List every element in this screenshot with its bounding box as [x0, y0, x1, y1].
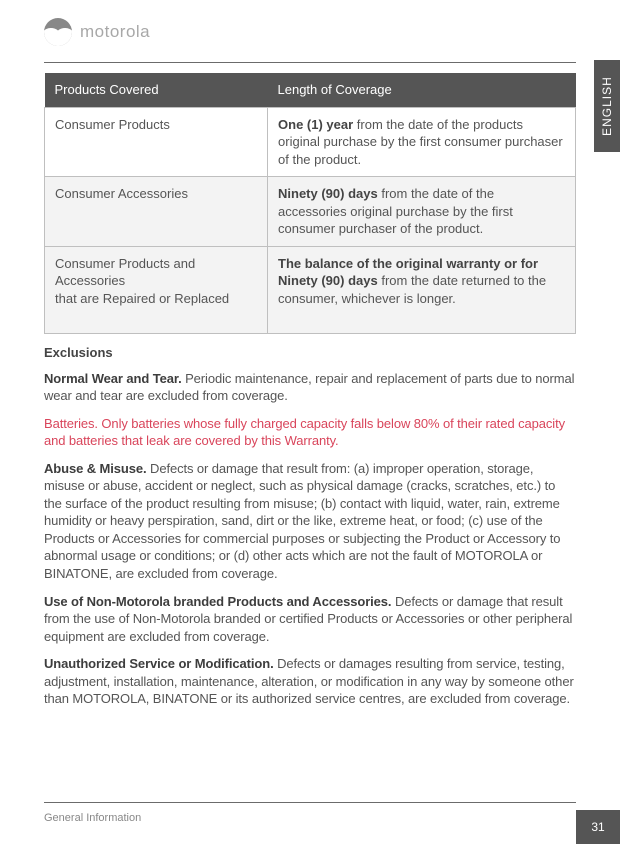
paragraph-body: Defects or damage that result from: (a) …: [44, 461, 560, 581]
table-cell: One (1) year from the date of the produc…: [268, 107, 576, 177]
footer-section: General Information: [44, 811, 141, 826]
table-cell: Consumer Products: [45, 107, 268, 177]
paragraph-normal-wear: Normal Wear and Tear. Periodic maintenan…: [44, 370, 576, 405]
paragraph-abuse: Abuse & Misuse. Defects or damage that r…: [44, 460, 576, 583]
table-cell-line: Consumer Products and Accessories: [55, 256, 195, 289]
exclusions-heading: Exclusions: [44, 344, 576, 362]
paragraph-batteries: Batteries. Only batteries whose fully ch…: [44, 415, 576, 450]
run-in-title: Abuse & Misuse.: [44, 461, 147, 476]
motorola-logo-icon: [44, 18, 72, 46]
paragraph-non-motorola: Use of Non-Motorola branded Products and…: [44, 593, 576, 646]
language-tab-label: ENGLISH: [599, 76, 615, 136]
brand-wordmark: motorola: [80, 21, 150, 44]
page-number: 31: [576, 810, 620, 844]
table-row: Consumer Products One (1) year from the …: [45, 107, 576, 177]
coverage-table: Products Covered Length of Coverage Cons…: [44, 73, 576, 334]
table-cell: Consumer Accessories: [45, 177, 268, 247]
page-content: motorola Products Covered Length of Cove…: [0, 0, 620, 708]
paragraph-unauthorized: Unauthorized Service or Modification. De…: [44, 655, 576, 708]
table-cell-line: that are Repaired or Replaced: [55, 291, 229, 306]
coverage-bold: Ninety (90) days: [278, 186, 378, 201]
page-footer: General Information 31: [44, 802, 576, 844]
table-header-products: Products Covered: [45, 73, 268, 107]
table-row: Consumer Accessories Ninety (90) days fr…: [45, 177, 576, 247]
run-in-title: Use of Non-Motorola branded Products and…: [44, 594, 391, 609]
run-in-title: Unauthorized Service or Modification.: [44, 656, 274, 671]
table-row: Consumer Products and Accessories that a…: [45, 246, 576, 333]
brand-header: motorola: [44, 18, 576, 46]
table-header-length: Length of Coverage: [268, 73, 576, 107]
header-divider: [44, 62, 576, 63]
coverage-bold: One (1) year: [278, 117, 353, 132]
run-in-title: Normal Wear and Tear.: [44, 371, 182, 386]
table-cell: The balance of the original warranty or …: [268, 246, 576, 333]
table-cell: Ninety (90) days from the date of the ac…: [268, 177, 576, 247]
language-tab: ENGLISH: [594, 60, 620, 152]
table-cell: Consumer Products and Accessories that a…: [45, 246, 268, 333]
